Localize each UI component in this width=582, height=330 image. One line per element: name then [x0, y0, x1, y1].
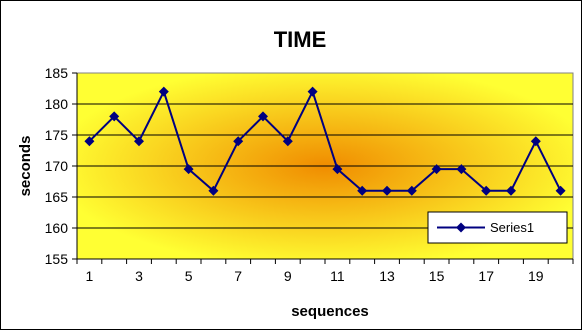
legend: Series1 [427, 211, 568, 244]
data-point-marker [431, 164, 442, 175]
data-point-marker [307, 86, 318, 97]
x-tick-label: 9 [284, 268, 292, 284]
data-point-marker [382, 185, 392, 196]
y-tick-label: 180 [45, 96, 69, 112]
chart-title: TIME [274, 27, 327, 52]
data-point-marker [84, 136, 95, 147]
data-point-marker [530, 136, 541, 147]
data-point-marker [233, 136, 244, 147]
data-point-marker [456, 164, 467, 175]
y-tick-label: 165 [45, 189, 69, 205]
data-point-marker [332, 164, 343, 175]
x-axis-ticks: 1 3 5 7 9 11 13 15 17 19 [76, 258, 574, 284]
legend-marker [456, 222, 466, 233]
x-axis-title: sequences [291, 303, 369, 320]
gridlines [77, 103, 573, 229]
x-tick-label: 3 [135, 268, 143, 284]
data-point-marker [357, 185, 368, 196]
x-tick-label: 17 [478, 268, 494, 284]
legend-label: Series1 [490, 220, 534, 235]
y-tick-label: 175 [45, 127, 69, 143]
data-point-marker [109, 111, 120, 122]
data-point-marker [158, 86, 169, 97]
x-tick-label: 11 [330, 268, 345, 284]
data-point-marker [183, 164, 194, 175]
x-tick-label: 1 [86, 268, 94, 284]
y-tick-label: 155 [45, 251, 69, 267]
x-tick-label: 19 [528, 268, 544, 284]
y-axis-ticks: 155 160 165 170 175 180 185 [45, 65, 78, 267]
data-point-marker [258, 111, 268, 122]
series-markers [84, 86, 566, 196]
series-line-group [88, 90, 562, 192]
x-tick-label: 13 [379, 268, 395, 284]
data-point-marker [134, 136, 144, 147]
data-point-marker [282, 136, 293, 147]
data-point-marker [481, 185, 492, 196]
y-tick-label: 160 [45, 220, 69, 236]
data-point-marker [406, 185, 417, 196]
y-tick-label: 185 [45, 65, 69, 81]
y-axis-title: seconds [17, 136, 34, 197]
x-tick-label: 5 [185, 268, 193, 284]
series-line [88, 90, 562, 192]
data-point-marker [506, 185, 516, 196]
x-tick-label: 7 [234, 268, 242, 284]
data-point-marker [555, 185, 566, 196]
data-point-marker [208, 185, 219, 196]
x-tick-label: 15 [429, 268, 445, 284]
y-tick-label: 170 [45, 158, 69, 174]
